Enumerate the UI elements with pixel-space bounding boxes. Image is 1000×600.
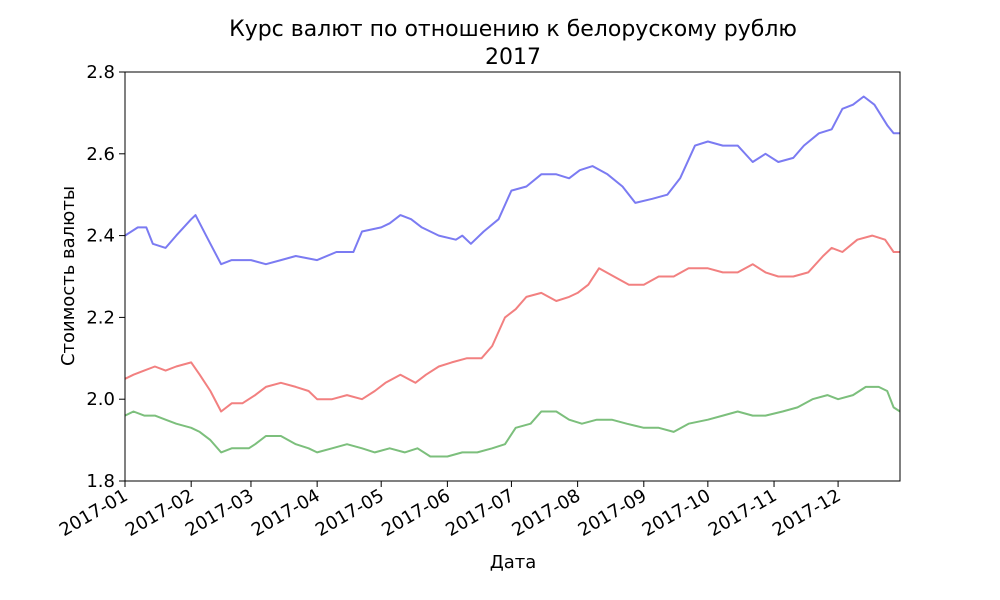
x-tick-label: 2017-09	[575, 485, 651, 541]
y-tick-label: 2.4	[86, 226, 115, 247]
x-tick-label: 2017-01	[56, 485, 132, 541]
chart-title: Курс валют по отношению к белорускому ру…	[229, 17, 797, 42]
x-tick-label: 2017-03	[182, 485, 258, 541]
x-tick-label: 2017-12	[769, 485, 845, 541]
x-tick-label: 2017-08	[508, 485, 584, 541]
y-axis-label: Стоимость валюты	[58, 186, 79, 366]
y-tick-label: 2.8	[86, 62, 115, 83]
x-tick-label: 2017-11	[705, 485, 781, 541]
chart-subtitle: 2017	[485, 45, 541, 70]
x-tick-label: 2017-10	[639, 485, 715, 541]
x-axis-label: Дата	[490, 552, 537, 573]
y-tick-label: 2.2	[86, 307, 115, 328]
y-axis: 1.8 2.0 2.2 2.4 2.6 2.8	[86, 62, 125, 492]
x-axis: 2017-012017-022017-032017-042017-052017-…	[56, 481, 845, 541]
y-tick-label: 2.6	[86, 144, 115, 165]
x-tick-label: 2017-02	[122, 485, 198, 541]
series-line-3	[124, 385, 901, 458]
plot-frame	[124, 71, 901, 482]
x-tick-label: 2017-06	[378, 485, 454, 541]
y-tick-label: 2.0	[86, 389, 115, 410]
x-tick-label: 2017-05	[312, 485, 388, 541]
x-tick-label: 2017-04	[248, 485, 324, 541]
x-tick-label: 2017-07	[442, 485, 518, 541]
series-line-1	[124, 95, 900, 266]
y-tick-label: 1.8	[86, 471, 115, 492]
series-layer	[124, 95, 901, 458]
series-line-2	[124, 234, 900, 413]
